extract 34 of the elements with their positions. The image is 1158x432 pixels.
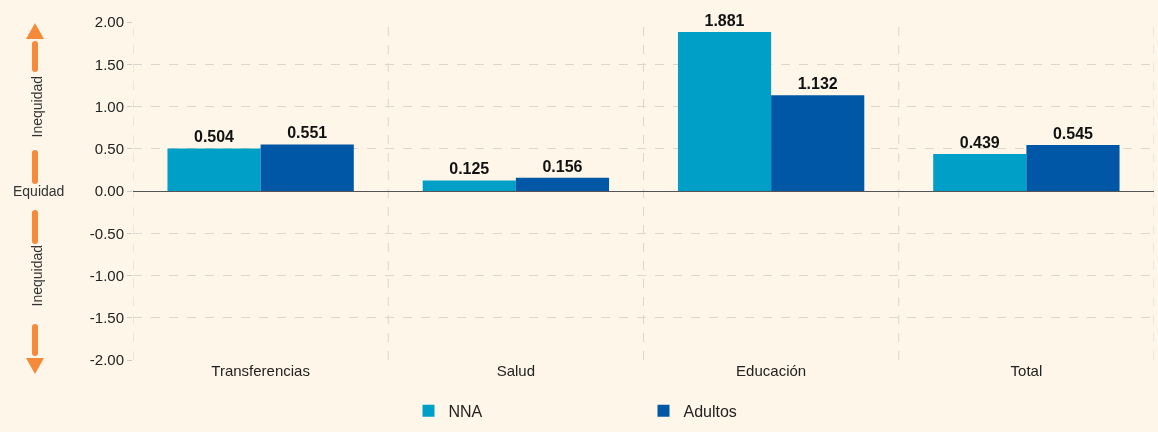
bar xyxy=(771,95,865,191)
bar xyxy=(167,148,261,191)
x-tick-label: Educación xyxy=(736,362,807,379)
data-label: 0.545 xyxy=(1052,124,1094,142)
y-tick-label: -0.50 xyxy=(89,224,124,242)
x-tick-label: Total xyxy=(1010,362,1043,379)
legend-label: Adultos xyxy=(683,402,737,420)
y-tick-label: -2.00 xyxy=(89,351,124,369)
bar xyxy=(422,180,516,191)
y-tick-label: 0.00 xyxy=(94,182,124,200)
data-label: 0.551 xyxy=(287,124,328,142)
y-tick-label: -1.50 xyxy=(89,309,124,326)
bar xyxy=(260,144,354,191)
bar xyxy=(677,32,772,191)
y-tick-label: 2.00 xyxy=(94,13,124,31)
bar xyxy=(1026,144,1120,191)
legend-label: NNA xyxy=(448,402,483,420)
y-tick-label: 1.50 xyxy=(94,55,124,73)
y-tick-label: -1.00 xyxy=(89,266,124,284)
data-label: 1.132 xyxy=(797,75,838,93)
data-label: 0.504 xyxy=(193,128,235,146)
data-label: 0.156 xyxy=(542,157,583,175)
text: Inequidad xyxy=(28,244,45,307)
text: Equidad xyxy=(13,183,65,199)
data-label: 0.439 xyxy=(959,133,1000,151)
x-tick-label: Salud xyxy=(496,362,536,379)
data-label: 0.125 xyxy=(449,160,490,178)
y-tick-label: 1.00 xyxy=(94,97,124,115)
y-tick-label: 0.50 xyxy=(94,140,124,157)
bar xyxy=(933,153,1027,191)
x-tick-label: Transferencias xyxy=(211,362,310,379)
bar xyxy=(515,177,610,191)
text: Inequidad xyxy=(28,75,45,138)
data-label: 1.881 xyxy=(704,12,745,30)
